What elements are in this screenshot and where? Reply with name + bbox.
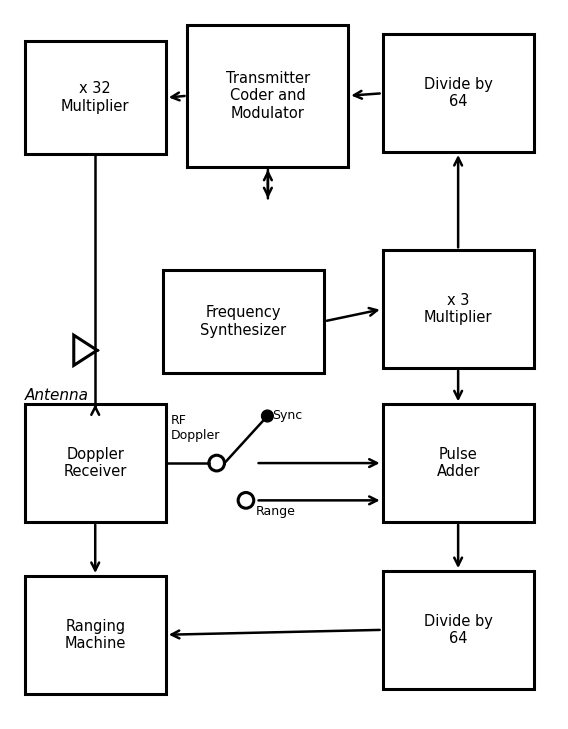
Bar: [24, 404, 166, 522]
Text: Sync: Sync: [272, 410, 303, 423]
Bar: [163, 270, 324, 373]
Text: Pulse
Adder: Pulse Adder: [436, 447, 480, 479]
Text: Transmitter
Coder and
Modulator: Transmitter Coder and Modulator: [226, 71, 310, 120]
Text: x 3
Multiplier: x 3 Multiplier: [424, 293, 492, 325]
Bar: [382, 404, 534, 522]
Bar: [24, 576, 166, 693]
Text: Ranging
Machine: Ranging Machine: [65, 618, 126, 651]
Bar: [382, 571, 534, 689]
Bar: [382, 34, 534, 152]
Text: RF
Doppler: RF Doppler: [171, 413, 220, 442]
Circle shape: [261, 410, 273, 422]
Text: Frequency
Synthesizer: Frequency Synthesizer: [201, 305, 287, 338]
Text: x 32
Multiplier: x 32 Multiplier: [61, 82, 130, 114]
Bar: [187, 25, 348, 167]
Bar: [24, 42, 166, 154]
Text: Range: Range: [256, 505, 295, 518]
Text: Divide by
64: Divide by 64: [424, 614, 492, 646]
Text: Antenna: Antenna: [24, 388, 89, 402]
Bar: [382, 250, 534, 368]
Text: Doppler
Receiver: Doppler Receiver: [64, 447, 127, 479]
Text: Divide by
64: Divide by 64: [424, 77, 492, 109]
